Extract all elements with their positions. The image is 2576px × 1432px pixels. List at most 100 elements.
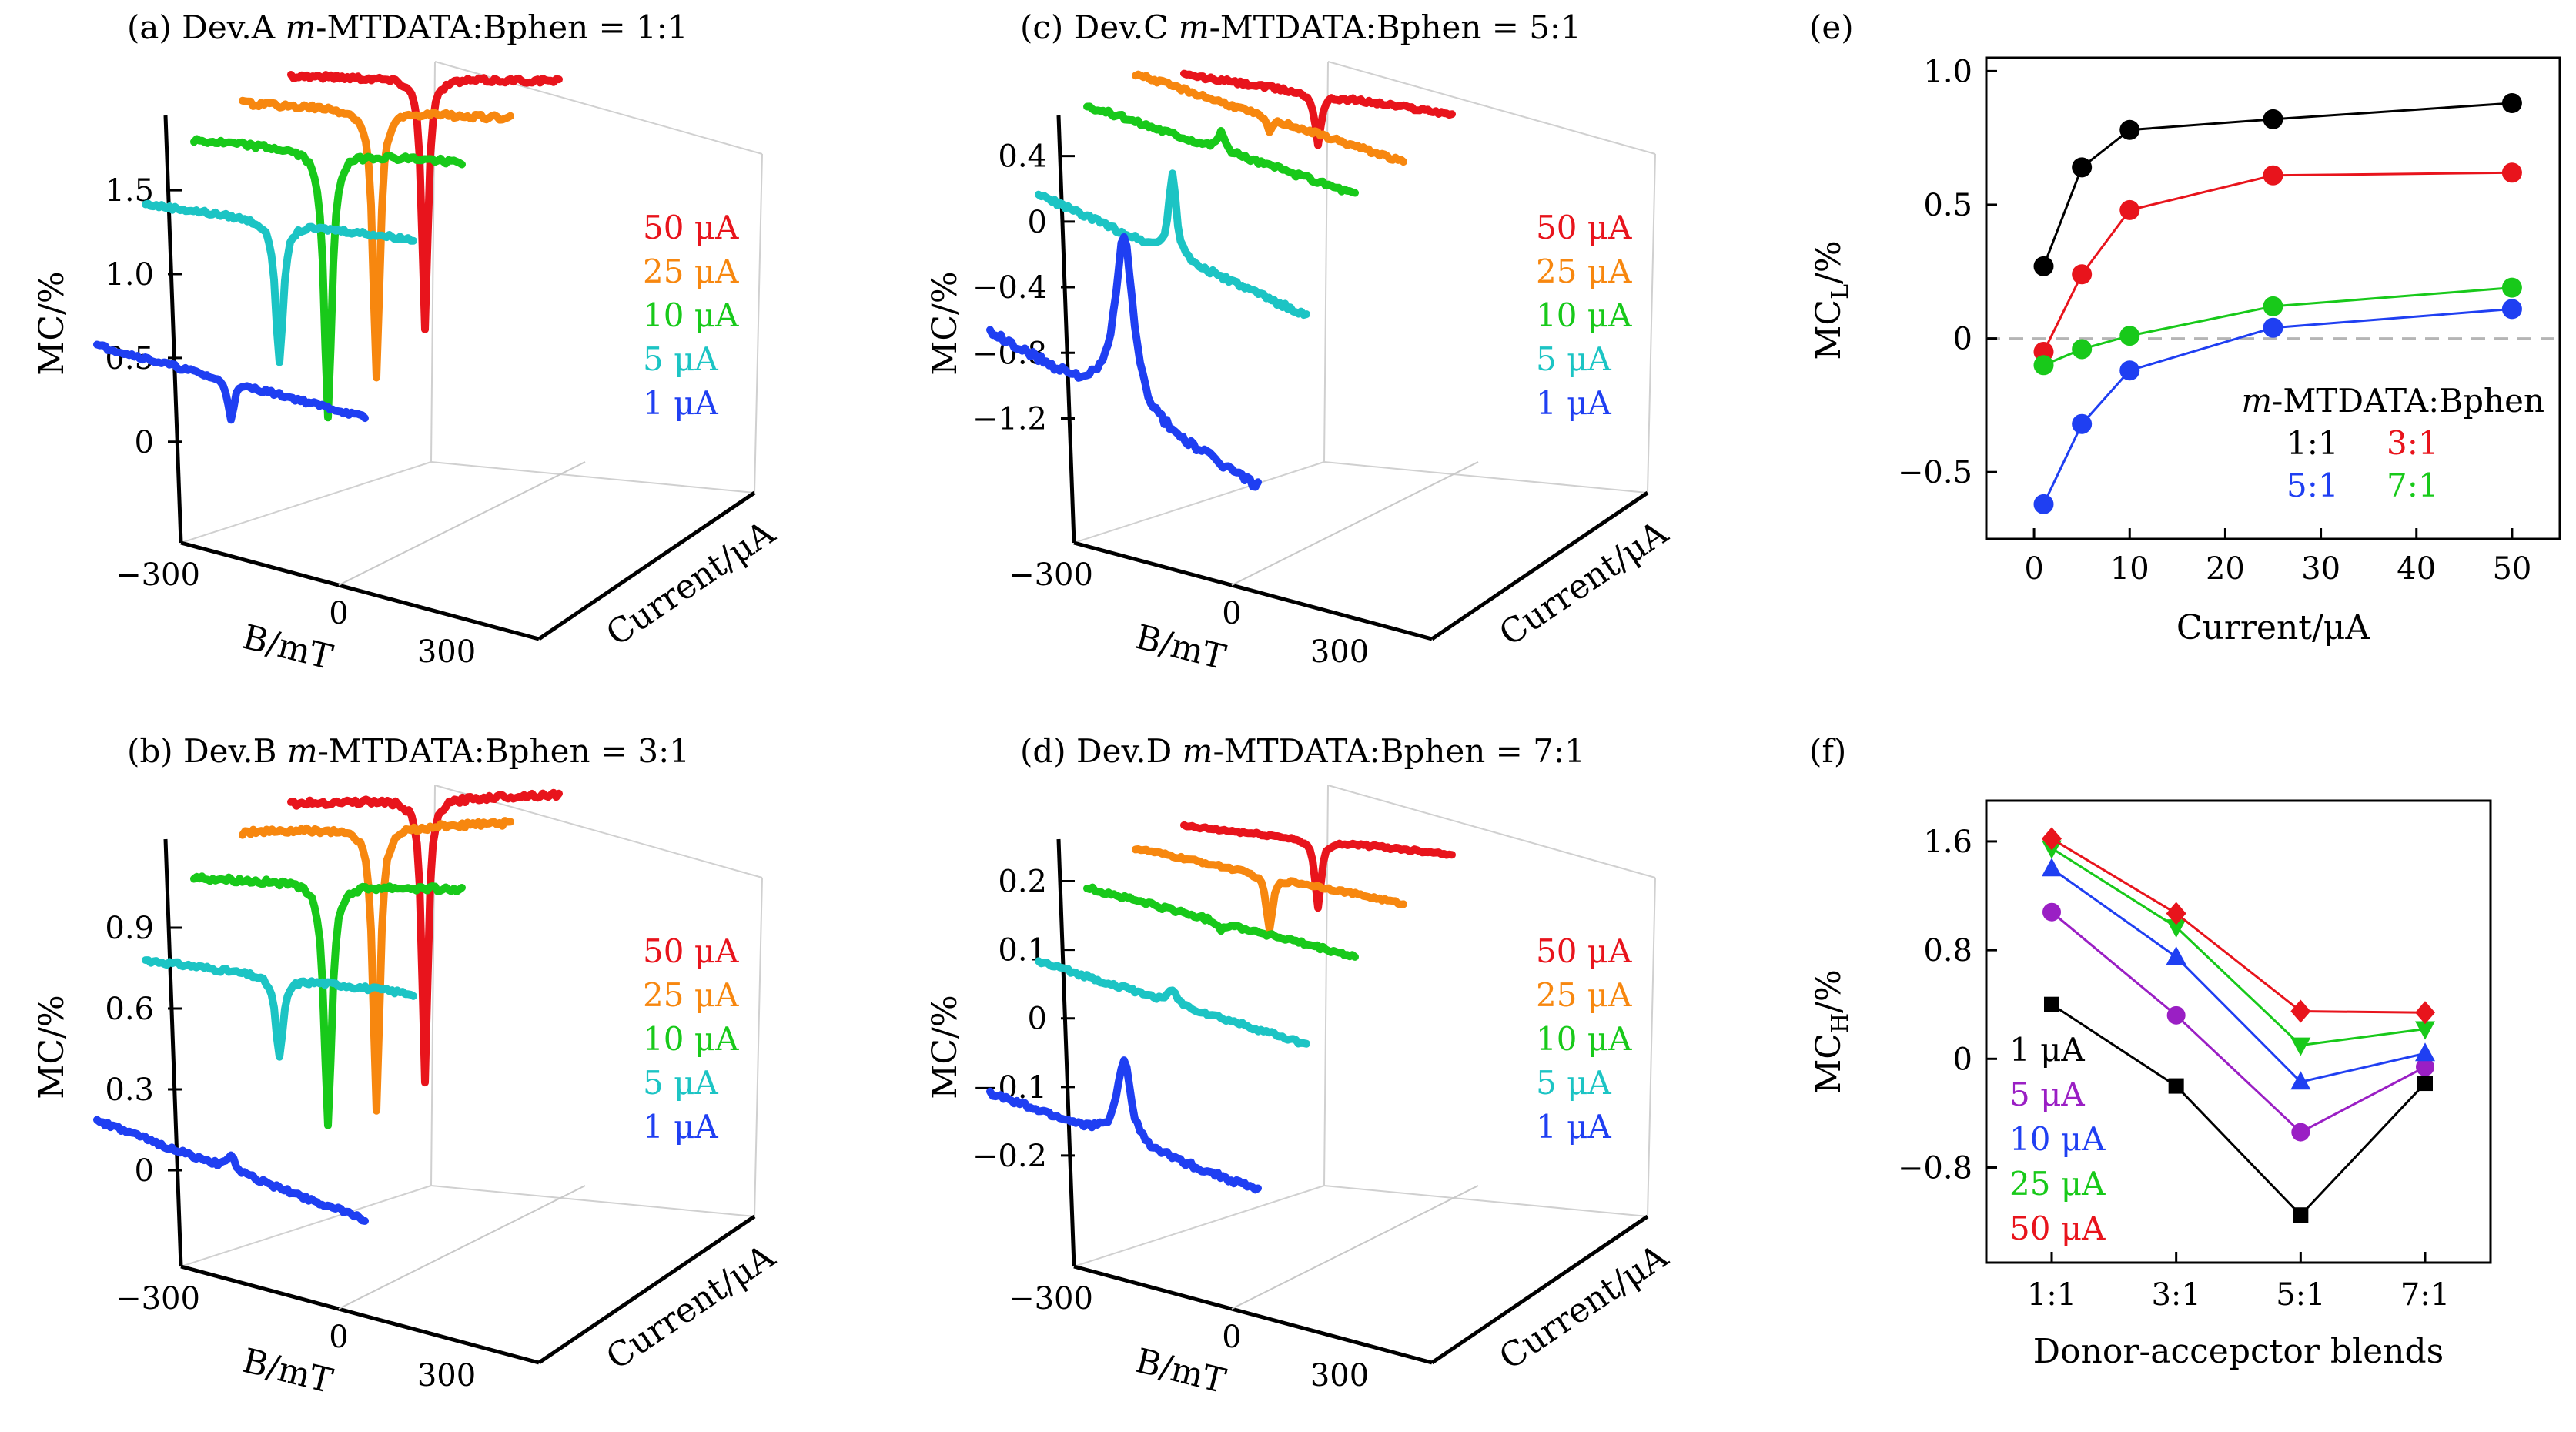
- curve-10uA: [190, 135, 466, 422]
- y-axis-line: [163, 115, 183, 544]
- data-point: [2166, 945, 2186, 965]
- frame-top-right: [1327, 785, 1656, 878]
- data-point: [2290, 1037, 2311, 1056]
- y-axis-label: MC/%: [32, 271, 72, 375]
- legend-entry: 5 μA: [2009, 1076, 2085, 1113]
- y-tick-label: 0.6: [105, 992, 154, 1027]
- data-point: [2417, 1076, 2433, 1092]
- series-line-25 μA: [2051, 847, 2426, 1047]
- frame-back-floor: [1323, 461, 1648, 494]
- data-point: [2033, 494, 2054, 514]
- panel-title: (b) Dev.B m-MTDATA:Bphen = 3:1: [127, 732, 690, 770]
- data-point: [2263, 317, 2283, 338]
- y-tick-label: 0: [135, 1153, 154, 1189]
- curve-5uA: [142, 199, 417, 366]
- x-axis-line: [180, 540, 540, 641]
- curve-10uA: [1083, 102, 1359, 197]
- y-tick-label: 0.9: [105, 911, 154, 946]
- curve-5uA: [1035, 957, 1310, 1048]
- y-axis-label: MCL/%: [1809, 240, 1854, 360]
- legend-entry: 50 μA: [643, 209, 739, 246]
- panel-title: (c) Dev.C m-MTDATA:Bphen = 5:1: [1020, 8, 1581, 46]
- x-tick-label: −300: [115, 557, 200, 593]
- curve-50uA: [287, 71, 563, 333]
- x-tick-label: 0: [329, 596, 348, 631]
- legend-entry: 1:1: [2287, 424, 2339, 462]
- data-point: [2290, 999, 2311, 1023]
- y-tick-label: 0: [1028, 205, 1047, 240]
- legend-entry: 1 μA: [1536, 384, 1611, 422]
- data-point: [2119, 199, 2140, 220]
- frame-back-floor: [1323, 1185, 1648, 1217]
- legend-entry: 5 μA: [643, 1064, 718, 1102]
- curve-1uA: [986, 233, 1262, 491]
- zero-field-guide: [1231, 1185, 1479, 1310]
- curve-5uA: [142, 956, 417, 1061]
- y-tick-label: 0: [1953, 1042, 1972, 1077]
- curve-5uA: [1035, 169, 1310, 320]
- y-axis-label: MCH/%: [1809, 969, 1854, 1094]
- frame-back-vertical: [1323, 785, 1329, 1186]
- frame-top-right: [1327, 61, 1656, 155]
- y-tick-label: −0.5: [1898, 455, 1972, 490]
- data-point: [2166, 1005, 2186, 1025]
- y-tick-label: 1.0: [1923, 54, 1972, 89]
- panel-title: (d) Dev.D m-MTDATA:Bphen = 7:1: [1020, 732, 1585, 770]
- legend-entry: 1 μA: [643, 384, 718, 422]
- curve-10uA: [190, 872, 466, 1129]
- data-point: [2166, 902, 2186, 925]
- legend-entry: 10 μA: [643, 1020, 739, 1058]
- curve-25uA: [239, 817, 514, 1115]
- panel-title: (a) Dev.A m-MTDATA:Bphen = 1:1: [127, 8, 688, 46]
- data-point: [2044, 996, 2059, 1012]
- legend-entry: 25 μA: [1536, 976, 1632, 1014]
- data-point: [2119, 326, 2140, 346]
- panel-e: (e) 0 10 20 30 40 50 −0.5 0 0.5 1.0 Current/μA MCL/%…: [1809, 8, 2561, 647]
- panel-f: (f) 1:1 3:1 5:1 7:1 −0.8 0 0.8 1.6 Donor-accepcto…: [1809, 732, 2492, 1371]
- y-axis-line: [1056, 838, 1076, 1267]
- data-point: [2291, 1123, 2310, 1142]
- x-tick-label: 300: [417, 634, 476, 670]
- data-point: [2119, 360, 2140, 381]
- x-axis-label: Current/μA: [2176, 608, 2371, 647]
- frame-right-vertical: [1647, 877, 1656, 1217]
- frame-left-floor: [1073, 461, 1325, 544]
- legend-entry: 10 μA: [2009, 1120, 2106, 1158]
- frame-left-floor: [180, 1185, 432, 1267]
- legend-entry: 5 μA: [1536, 1064, 1611, 1102]
- frame-back-vertical: [1323, 61, 1329, 463]
- series-line-5 μA: [2051, 911, 2426, 1134]
- x-axis-label: B/mT: [239, 617, 336, 678]
- current-axis-line: [1430, 1214, 1649, 1365]
- y-axis-line: [163, 838, 183, 1267]
- plot-frame: [1985, 56, 2561, 540]
- x-tick-label: 1:1: [2027, 1277, 2076, 1313]
- x-axis-line: [180, 1264, 540, 1365]
- data-point: [2501, 299, 2522, 320]
- x-axis-label: B/mT: [1132, 1341, 1229, 1401]
- y-tick-label: 0.8: [1923, 933, 1972, 969]
- y-tick-label: 1.0: [105, 257, 154, 293]
- y-tick-label: 0.5: [1923, 188, 1972, 223]
- legend-entry: 50 μA: [1536, 209, 1632, 246]
- y-axis-label: MC/%: [925, 271, 965, 375]
- curve-50uA: [1180, 821, 1456, 912]
- data-point: [2168, 1078, 2184, 1094]
- x-tick-label: 300: [1310, 634, 1369, 670]
- x-tick-label: 7:1: [2400, 1277, 2450, 1313]
- frame-back-floor: [430, 461, 755, 494]
- panel-label: (f): [1809, 732, 1846, 770]
- x-tick-label: 5:1: [2276, 1277, 2325, 1313]
- frame-top-right: [434, 61, 763, 155]
- y-tick-label: 1.6: [1923, 825, 1972, 860]
- x-axis-label: Donor-accepctor blends: [2033, 1332, 2444, 1371]
- y-tick-label: −1.2: [972, 401, 1047, 437]
- curve-1uA: [986, 1056, 1262, 1194]
- legend-entry: 3:1: [2387, 424, 2439, 462]
- curve-25uA: [1132, 70, 1407, 166]
- legend-entry: 25 μA: [1536, 253, 1632, 290]
- legend-entry: 25 μA: [643, 976, 739, 1014]
- data-point: [2415, 1021, 2435, 1040]
- data-point: [2416, 1057, 2434, 1076]
- y-axis-line: [1056, 115, 1076, 544]
